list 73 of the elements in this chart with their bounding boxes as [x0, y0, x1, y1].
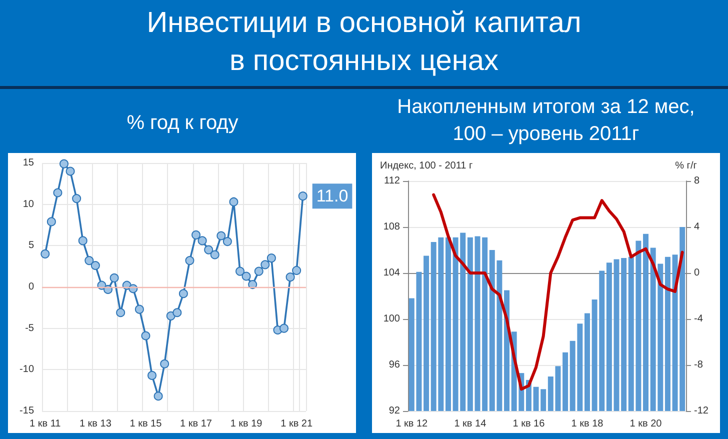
y-tick-label: -15 — [20, 406, 34, 416]
point — [292, 266, 302, 275]
y-axis-title: Индекс, 100 - 2011 г — [380, 160, 474, 172]
point — [116, 308, 126, 318]
y-tick-label: 5 — [28, 240, 34, 252]
point — [134, 304, 144, 314]
x-tick-label: 1 кв 19 — [230, 418, 263, 430]
point — [84, 256, 94, 266]
point — [154, 392, 163, 401]
point — [166, 311, 176, 320]
x-tick-label: 1 кв 12 — [396, 418, 428, 430]
point — [66, 166, 75, 176]
point — [178, 289, 188, 298]
line-series — [432, 193, 684, 391]
y2-tick-label: -8 — [694, 360, 704, 370]
point — [141, 331, 150, 340]
point — [210, 250, 220, 260]
y-tick-label: 108 — [383, 222, 400, 232]
point — [78, 236, 88, 246]
point — [185, 256, 194, 266]
y2-tick-label: -4 — [694, 314, 704, 324]
x-tick-label: 1 кв 18 — [571, 418, 604, 430]
y-tick-label: 92 — [388, 406, 400, 416]
x-tick-label: 1 кв 21 — [280, 418, 313, 430]
point — [298, 192, 308, 201]
y2-tick-label: -12 — [694, 406, 709, 416]
point — [160, 359, 170, 368]
point — [148, 370, 156, 380]
point — [236, 266, 244, 276]
x-tick-label: 1 кв 11 — [30, 418, 62, 430]
y-tick-label: 10 — [22, 198, 34, 210]
x-tick-label: 1 кв 20 — [630, 418, 662, 430]
y2-tick-label: 8 — [694, 176, 700, 186]
point — [40, 249, 50, 258]
x-tick-label: 1 кв 16 — [512, 418, 546, 430]
point — [192, 230, 200, 240]
point — [280, 324, 288, 333]
point — [229, 197, 238, 206]
point — [266, 254, 276, 263]
point — [90, 261, 100, 270]
y-tick-label: -5 — [25, 322, 34, 334]
y-tick-label: 15 — [22, 158, 34, 168]
x-tick-label: 1 кв 13 — [79, 418, 112, 430]
point — [260, 260, 270, 270]
y-tick-label: 100 — [383, 314, 400, 324]
point — [60, 159, 68, 168]
y-tick-label: 96 — [388, 360, 400, 370]
point — [172, 308, 182, 318]
chart-subtitle: % год к году — [126, 111, 240, 136]
data-label: 11.0 — [316, 186, 348, 206]
point — [216, 231, 226, 240]
point — [286, 272, 295, 282]
y2-tick-label: 4 — [694, 222, 700, 232]
point — [72, 194, 82, 204]
point — [242, 272, 251, 281]
point — [204, 245, 214, 254]
y-tick-label: -10 — [20, 364, 34, 376]
point — [53, 188, 62, 198]
point — [254, 266, 264, 276]
point — [198, 236, 207, 246]
x-tick-label: 1 кв 14 — [454, 418, 487, 430]
y-tick-label: 0 — [28, 282, 34, 292]
chart-subtitle: Накопленным итогом за 12 мес, 100 – уровень 2011г — [396, 95, 696, 147]
point — [110, 273, 119, 282]
y-tick-label: 112 — [384, 176, 400, 186]
point — [222, 237, 232, 246]
point — [46, 217, 56, 226]
y-tick-label: 104 — [383, 268, 400, 278]
x-tick-label: 1 кв 15 — [130, 418, 162, 430]
x-tick-label: 1 кв 17 — [180, 418, 212, 430]
y2-axis-title: % г/г — [675, 160, 698, 172]
y2-tick-label: 0 — [694, 268, 700, 278]
text: Инвестиции в основной капитал в постоянных ценах — [146, 6, 582, 79]
